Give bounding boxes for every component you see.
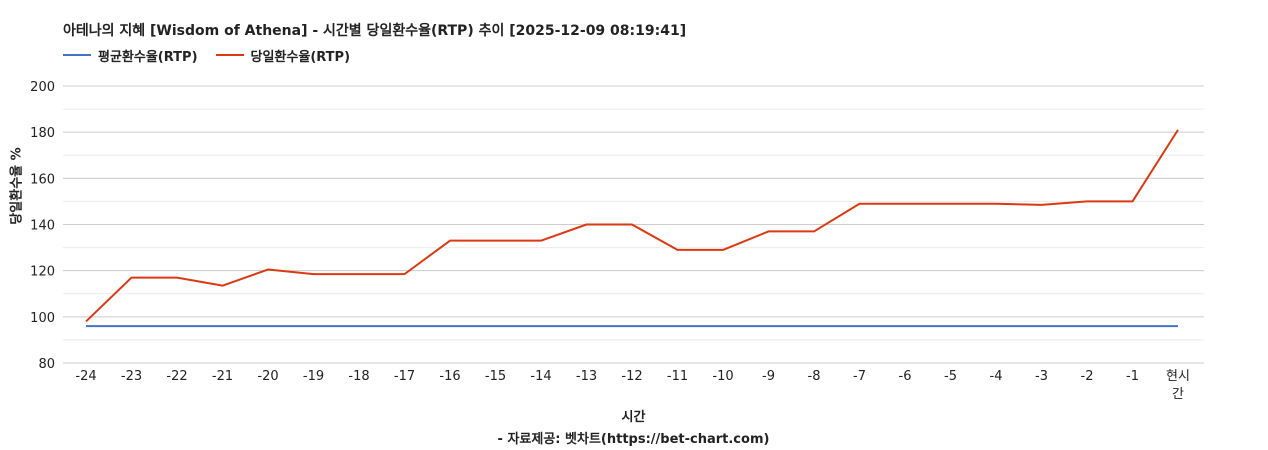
- legend-item-daily-rtp[interactable]: 당일환수율(RTP): [215, 46, 351, 65]
- x-tick-label: -9: [762, 369, 775, 384]
- y-tick-label: 100: [30, 311, 55, 326]
- y-tick-label: 180: [30, 126, 55, 141]
- x-tick-label: -12: [621, 369, 642, 384]
- y-tick-label: 120: [30, 265, 55, 280]
- x-tick-label: -19: [303, 369, 324, 384]
- x-tick-label: -11: [667, 369, 688, 384]
- x-tick-label: -5: [944, 369, 957, 384]
- x-axis-title: 시간: [621, 410, 646, 425]
- y-tick-label: 80: [38, 357, 55, 372]
- series-line-daily-rtp: [85, 129, 1179, 323]
- x-tick-label: -17: [394, 369, 415, 384]
- legend-label-daily-rtp: 당일환수율(RTP): [250, 49, 351, 65]
- x-tick-label: -4: [990, 369, 1003, 384]
- x-tick-label: -16: [439, 369, 460, 384]
- x-tick-label: -20: [257, 369, 278, 384]
- legend-label-average-rtp: 평균환수율(RTP): [98, 49, 198, 65]
- x-tick-label: -14: [530, 369, 551, 384]
- x-tick-label: -7: [853, 369, 866, 384]
- x-tick-label: -1: [1126, 369, 1139, 384]
- x-tick-label: -3: [1035, 369, 1048, 384]
- x-tick-label: -2: [1081, 369, 1094, 384]
- x-tick-label: -22: [166, 369, 187, 384]
- x-tick-label: 현시 간: [1166, 369, 1190, 402]
- y-tick-label: 160: [30, 172, 55, 187]
- x-tick-label: -23: [121, 369, 142, 384]
- x-tick-label: -21: [212, 369, 233, 384]
- y-tick-label: 200: [30, 80, 55, 95]
- x-tick-label: -8: [808, 369, 821, 384]
- legend-item-average-rtp[interactable]: 평균환수율(RTP): [63, 46, 198, 65]
- x-tick-label: -10: [712, 369, 733, 384]
- x-tick-label: -15: [485, 369, 506, 384]
- source-credit: - 자료제공: 벳차트(https://bet-chart.com): [497, 432, 770, 447]
- x-tick-label: -24: [75, 369, 96, 384]
- x-tick-label: -18: [348, 369, 369, 384]
- x-tick-label: -13: [576, 369, 597, 384]
- chart-title: 아테나의 지혜 [Wisdom of Athena] - 시간별 당일환수율(R…: [63, 23, 687, 39]
- chart-legend[interactable]: 평균환수율(RTP) 당일환수율(RTP): [63, 45, 368, 65]
- legend-swatch-average-rtp: [63, 54, 91, 56]
- legend-swatch-daily-rtp: [215, 54, 244, 56]
- y-tick-label: 140: [30, 219, 55, 234]
- x-tick-label: -6: [899, 369, 912, 384]
